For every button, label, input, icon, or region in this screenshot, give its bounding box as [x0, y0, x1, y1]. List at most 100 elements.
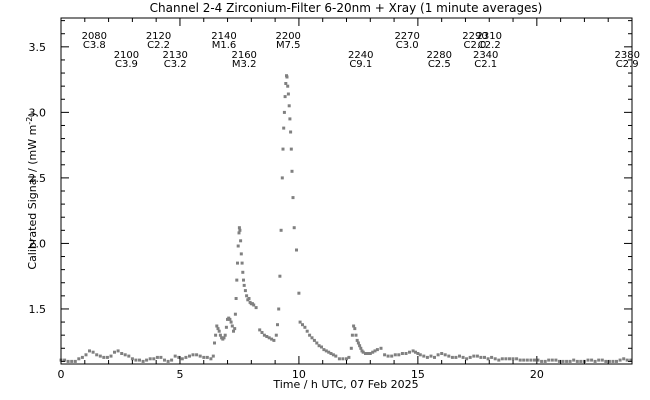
data-point: [274, 333, 278, 337]
data-points: [59, 74, 633, 363]
data-point: [568, 359, 572, 363]
data-point: [337, 357, 341, 361]
data-point: [70, 359, 74, 363]
data-point: [393, 353, 397, 357]
flare-class-label: C3.8: [83, 40, 106, 51]
data-point: [209, 357, 213, 361]
flare-id-label: 2240: [348, 50, 373, 61]
data-point: [145, 358, 149, 362]
flare-id-label: 2310: [477, 31, 502, 42]
data-point: [375, 348, 379, 352]
data-point: [218, 333, 222, 337]
data-point: [109, 354, 113, 358]
data-point: [411, 349, 415, 353]
flare-class-label: C3.0: [396, 40, 419, 51]
data-point: [170, 358, 174, 362]
data-point: [159, 355, 163, 359]
data-point: [290, 169, 294, 173]
data-point: [515, 357, 519, 361]
data-point: [334, 354, 338, 358]
flare-class-label: C2.1: [474, 59, 497, 70]
data-point: [615, 359, 618, 363]
y-tick-label: 2.5: [29, 172, 47, 185]
data-point: [345, 357, 348, 361]
data-point: [600, 358, 604, 362]
data-point: [533, 358, 536, 362]
data-point: [91, 350, 95, 354]
data-point: [468, 355, 472, 359]
data-point: [267, 336, 271, 340]
data-point: [317, 344, 321, 348]
data-point: [324, 349, 328, 353]
data-point: [254, 306, 258, 310]
data-point: [366, 352, 370, 355]
data-point: [163, 358, 166, 362]
data-point: [233, 312, 237, 316]
data-point: [422, 354, 426, 358]
data-point: [315, 341, 319, 345]
data-point: [237, 226, 241, 230]
data-point: [120, 352, 124, 355]
y-axis-label-main: Calibrated Signal / (mW m: [26, 125, 39, 270]
data-point: [497, 358, 501, 362]
data-point: [265, 335, 269, 338]
flare-class-label: C2.0: [464, 40, 487, 51]
data-point: [232, 329, 235, 333]
data-point: [557, 359, 561, 363]
data-point: [575, 359, 579, 363]
flare-id-label: 2270: [394, 31, 419, 42]
y-tick-label: 3.5: [29, 41, 47, 54]
data-point: [350, 333, 354, 337]
data-point: [529, 358, 533, 362]
data-point: [180, 357, 184, 361]
data-point: [540, 359, 544, 363]
flare-id-label: 2080: [82, 31, 107, 42]
data-point: [354, 333, 358, 337]
data-point: [177, 355, 181, 359]
data-point: [288, 117, 292, 121]
data-point: [341, 357, 345, 361]
flare-class-label: C9.1: [349, 59, 372, 70]
data-point: [586, 358, 590, 362]
data-point: [284, 82, 288, 85]
flare-class-label: M7.5: [276, 40, 301, 51]
data-point: [390, 354, 394, 358]
data-point: [258, 328, 262, 332]
data-point: [355, 338, 359, 342]
data-point: [297, 291, 301, 295]
data-point: [239, 239, 243, 243]
data-point: [447, 354, 451, 358]
data-point: [301, 323, 304, 327]
data-point: [152, 357, 156, 361]
data-point: [440, 352, 444, 355]
data-point: [205, 355, 209, 359]
data-point: [134, 358, 138, 362]
data-point: [279, 228, 283, 232]
data-point: [629, 358, 633, 362]
data-point: [130, 357, 134, 361]
data-point: [240, 261, 244, 265]
data-point: [359, 346, 363, 350]
data-point: [353, 327, 357, 331]
data-point: [105, 355, 109, 359]
data-point: [217, 329, 221, 333]
data-point: [141, 359, 145, 363]
data-point: [289, 130, 293, 134]
data-point: [63, 358, 67, 362]
data-point: [386, 354, 390, 358]
data-point: [383, 353, 387, 357]
flare-id-label: 2290: [462, 31, 487, 42]
data-point: [436, 353, 440, 357]
data-point: [282, 110, 286, 114]
flare-id-label: 2120: [146, 31, 171, 42]
data-point: [262, 333, 266, 337]
data-point: [252, 303, 256, 307]
data-point: [622, 357, 626, 361]
data-point: [287, 104, 291, 108]
data-point: [291, 196, 295, 200]
data-point: [233, 327, 237, 331]
data-point: [371, 350, 375, 354]
data-point: [508, 357, 511, 361]
data-point: [511, 357, 515, 361]
